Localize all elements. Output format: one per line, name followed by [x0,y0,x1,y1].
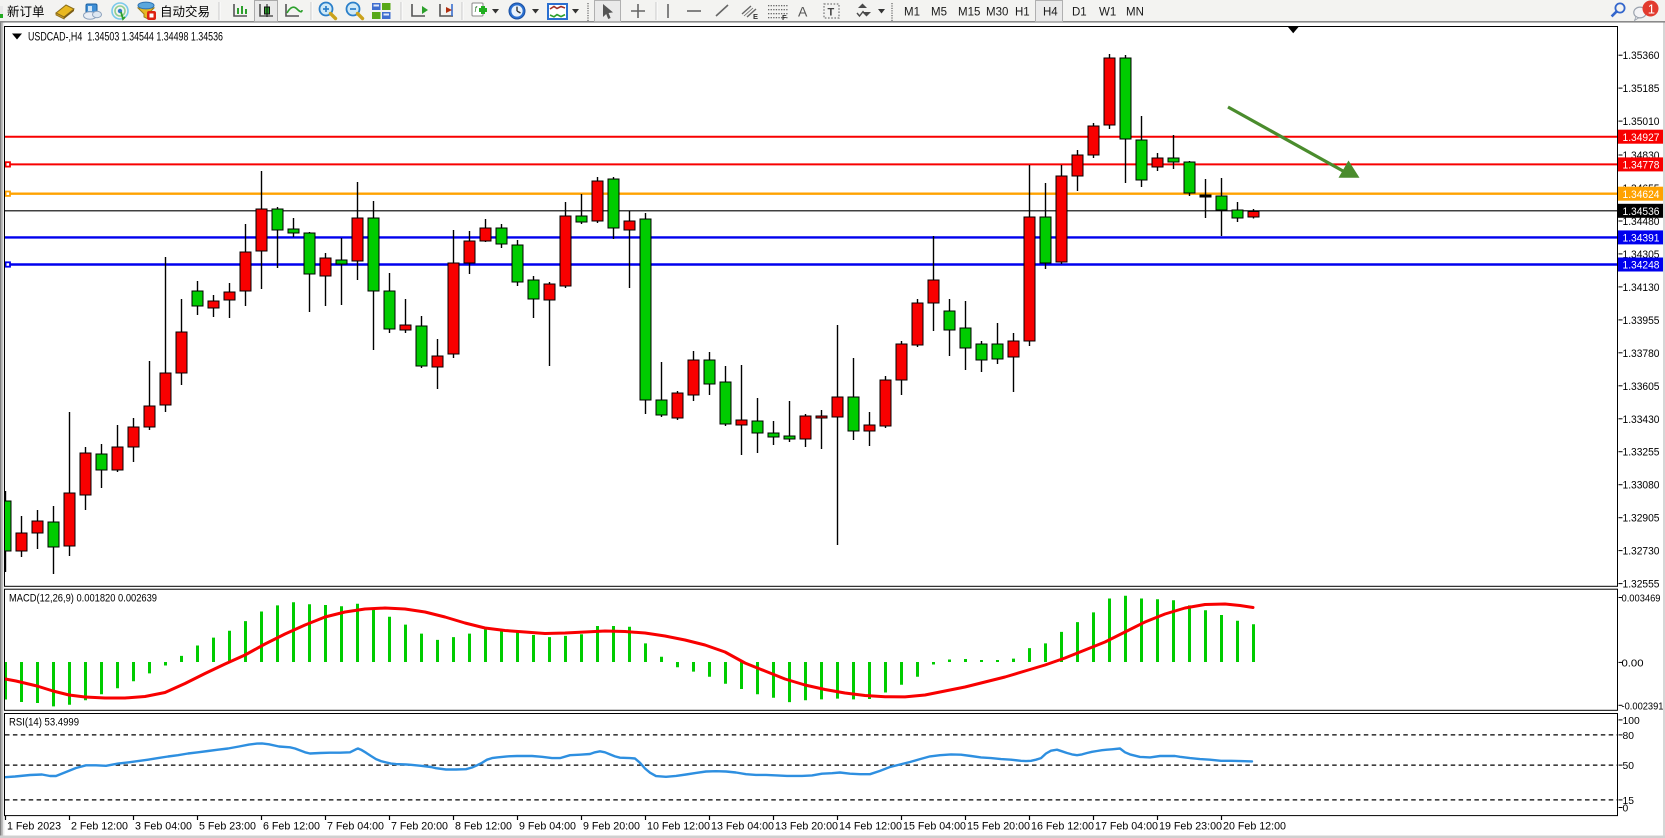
svg-text:A: A [798,4,808,20]
svg-text:1.34536: 1.34536 [1623,206,1660,218]
svg-text:1.32555: 1.32555 [1623,579,1660,591]
svg-text:1.33605: 1.33605 [1623,381,1660,393]
svg-text:1.35360: 1.35360 [1623,50,1660,62]
svg-text:E: E [753,12,758,21]
svg-text:H4: H4 [1043,7,1058,19]
svg-text:80: 80 [1623,731,1635,742]
svg-text:1.32905: 1.32905 [1623,513,1660,525]
svg-text:50: 50 [1623,761,1635,772]
svg-text:14 Feb 12:00: 14 Feb 12:00 [839,821,902,833]
svg-text:USDCAD-,H4 1.34503 1.34544 1.: USDCAD-,H4 1.34503 1.34544 1.34498 1.345… [28,32,223,44]
svg-text:1.34778: 1.34778 [1623,160,1660,172]
svg-text:F: F [782,13,787,22]
svg-text:1.33780: 1.33780 [1623,348,1660,360]
svg-text:M15: M15 [958,7,980,19]
svg-text:T: T [828,7,835,19]
svg-text:1.33430: 1.33430 [1623,414,1660,426]
svg-text:0: 0 [1623,804,1629,815]
svg-text:W1: W1 [1099,7,1116,19]
svg-text:1.34927: 1.34927 [1623,132,1660,144]
svg-text:19 Feb 23:00: 19 Feb 23:00 [1159,821,1222,833]
svg-text:MN: MN [1126,7,1144,19]
svg-text:0.00: 0.00 [1622,658,1644,669]
svg-text:D1: D1 [1072,7,1087,19]
svg-text:7 Feb 20:00: 7 Feb 20:00 [391,821,448,833]
svg-text:1.34624: 1.34624 [1623,189,1660,201]
svg-text:1.35185: 1.35185 [1623,83,1660,95]
svg-text:M30: M30 [986,7,1008,19]
svg-text:M1: M1 [904,7,920,19]
svg-text:1.34391: 1.34391 [1623,233,1660,245]
svg-text:6 Feb 12:00: 6 Feb 12:00 [263,821,320,833]
svg-text:1.32730: 1.32730 [1623,546,1660,558]
svg-text:M5: M5 [931,7,947,19]
svg-text:16 Feb 12:00: 16 Feb 12:00 [1031,821,1094,833]
svg-text:15 Feb 20:00: 15 Feb 20:00 [967,821,1030,833]
svg-text:自动交易: 自动交易 [160,4,210,19]
svg-text:13 Feb 04:00: 13 Feb 04:00 [711,821,774,833]
svg-text:5 Feb 23:00: 5 Feb 23:00 [199,821,256,833]
svg-text:1.33080: 1.33080 [1623,480,1660,492]
svg-text:7 Feb 04:00: 7 Feb 04:00 [327,821,384,833]
svg-text:1.34248: 1.34248 [1623,260,1660,272]
svg-text:RSI(14) 53.4999: RSI(14) 53.4999 [9,717,79,729]
svg-text:2 Feb 12:00: 2 Feb 12:00 [71,821,128,833]
svg-text:100: 100 [1623,716,1640,727]
svg-text:MACD(12,26,9) 0.001820 0.00263: MACD(12,26,9) 0.001820 0.002639 [9,593,157,605]
svg-text:1.33955: 1.33955 [1623,315,1660,327]
svg-text:0.003469: 0.003469 [1622,594,1661,605]
svg-text:1.35010: 1.35010 [1623,116,1660,128]
svg-text:f: f [475,5,478,14]
svg-text:15 Feb 04:00: 15 Feb 04:00 [903,821,966,833]
svg-text:17 Feb 04:00: 17 Feb 04:00 [1095,821,1158,833]
svg-text:3 Feb 04:00: 3 Feb 04:00 [135,821,192,833]
svg-text:1 Feb 2023: 1 Feb 2023 [7,821,61,833]
svg-text:13 Feb 20:00: 13 Feb 20:00 [775,821,838,833]
svg-text:9 Feb 04:00: 9 Feb 04:00 [519,821,576,833]
svg-text:-0.002391: -0.002391 [1622,701,1664,712]
svg-text:1.34480: 1.34480 [1623,216,1660,228]
svg-text:H1: H1 [1015,7,1030,19]
svg-text:9 Feb 20:00: 9 Feb 20:00 [583,821,640,833]
svg-text:8 Feb 12:00: 8 Feb 12:00 [455,821,512,833]
svg-text:1: 1 [1648,1,1655,16]
svg-text:20 Feb 12:00: 20 Feb 12:00 [1223,821,1286,833]
svg-text:新订单: 新订单 [7,4,45,19]
svg-text:15: 15 [1623,796,1635,807]
svg-text:1.33255: 1.33255 [1623,447,1660,459]
svg-text:10 Feb 12:00: 10 Feb 12:00 [647,821,710,833]
svg-text:1.34130: 1.34130 [1623,282,1660,294]
